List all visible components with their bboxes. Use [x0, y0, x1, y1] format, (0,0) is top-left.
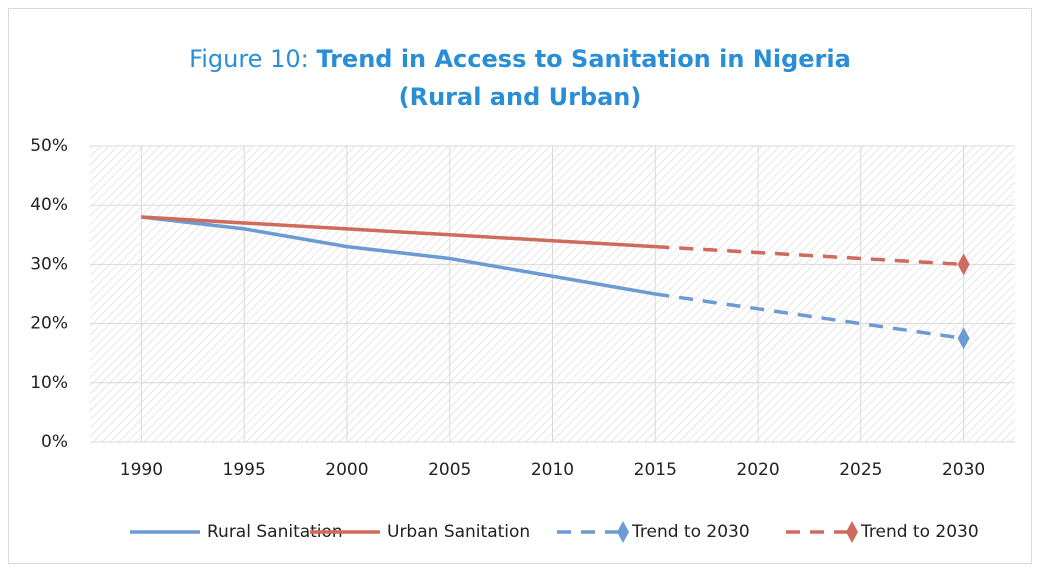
x-tick-label: 2010	[531, 460, 574, 480]
series-line	[655, 292, 964, 341]
marker	[957, 327, 970, 350]
x-tick-label: 2000	[325, 460, 368, 480]
marker	[846, 521, 858, 543]
y-tick-label: 40%	[30, 195, 68, 215]
legend-label: Trend to 2030	[860, 522, 979, 542]
y-tick-label: 20%	[30, 314, 68, 334]
y-tick-label: 0%	[41, 432, 68, 452]
marker	[957, 253, 970, 276]
legend-label: Urban Sanitation	[387, 522, 530, 542]
series-line	[141, 215, 656, 296]
title-prefix: Figure 10:	[189, 45, 309, 73]
legend-label: Rural Sanitation	[207, 522, 343, 542]
series-line	[141, 215, 656, 249]
x-tick-label: 2025	[839, 460, 882, 480]
x-tick-label: 2020	[736, 460, 779, 480]
x-tick-label: 1990	[120, 460, 163, 480]
chart-title: Figure 10: Trend in Access to Sanitation…	[189, 45, 851, 73]
x-tick-label: 2005	[428, 460, 471, 480]
title-line: (Rural and Urban)	[399, 83, 642, 111]
y-tick-label: 50%	[30, 136, 68, 156]
series-line	[655, 244, 964, 267]
x-tick-label: 2030	[942, 460, 985, 480]
marker	[617, 521, 629, 543]
title-line: Trend in Access to Sanitation in Nigeria	[316, 45, 850, 73]
x-tick-label: 2015	[634, 460, 677, 480]
y-tick-label: 10%	[30, 373, 68, 393]
legend-label: Trend to 2030	[631, 522, 750, 542]
x-tick-label: 1995	[223, 460, 266, 480]
y-tick-label: 30%	[30, 254, 68, 274]
